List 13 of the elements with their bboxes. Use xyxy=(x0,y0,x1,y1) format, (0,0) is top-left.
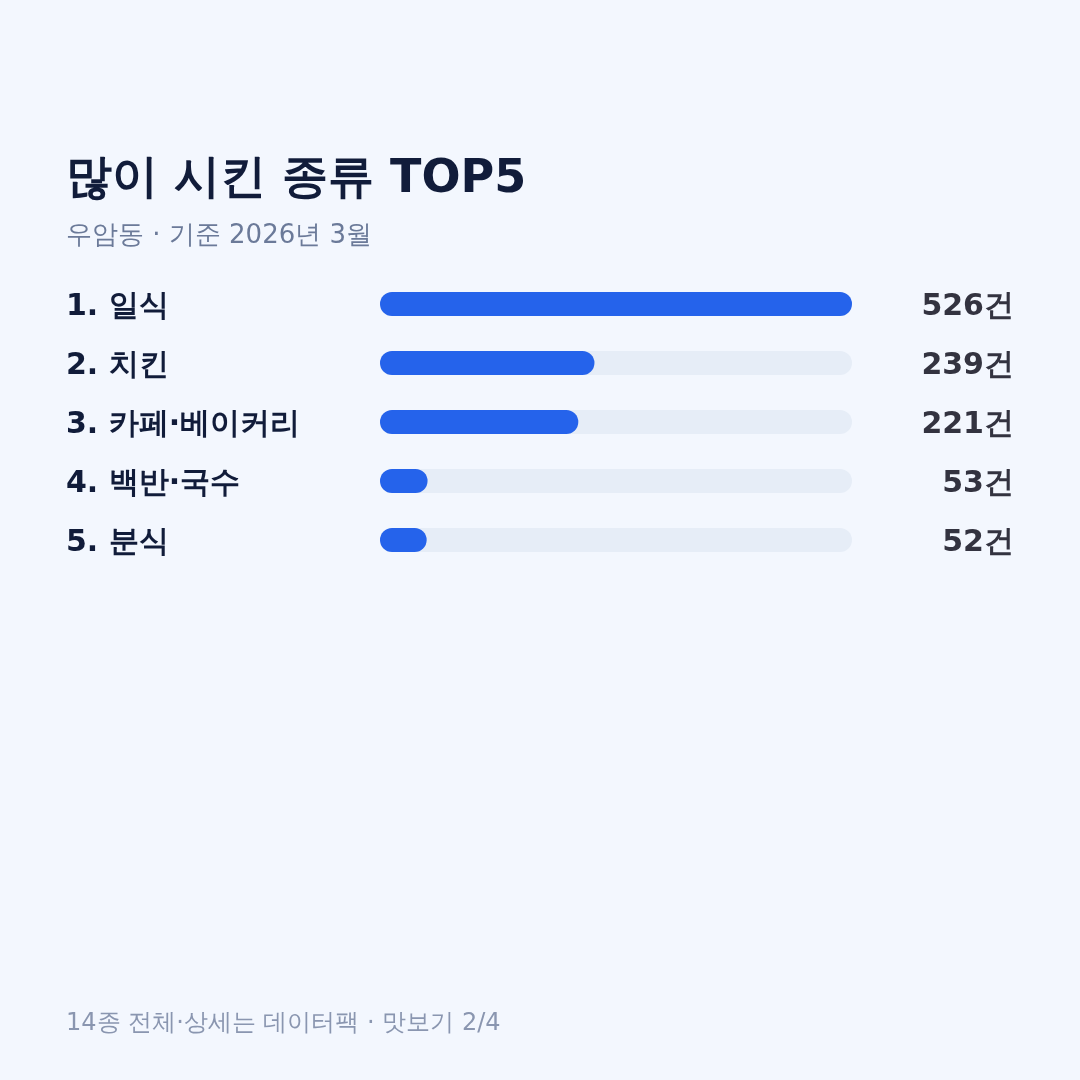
value-label: 239건 xyxy=(921,346,1014,381)
value-label: 52건 xyxy=(942,523,1014,558)
subtitle: 우암동 · 기준 2026년 3월 xyxy=(66,219,373,249)
category: 2. 치킨 xyxy=(66,346,169,381)
value-label: 526건 xyxy=(921,287,1014,322)
title: 많이 시킨 종류 TOP5 xyxy=(66,149,527,203)
category: 5. 분식 xyxy=(66,523,169,558)
value-label: 221건 xyxy=(921,405,1014,440)
annotation: 14종 전체·상세는 데이터팩 · 맛보기 2/4 xyxy=(66,1008,501,1036)
category: 4. 백반·국수 xyxy=(66,464,241,499)
category: 1. 일식 xyxy=(66,287,169,322)
category: 3. 카페·베이커리 xyxy=(66,405,301,440)
value-label: 53건 xyxy=(942,464,1014,499)
